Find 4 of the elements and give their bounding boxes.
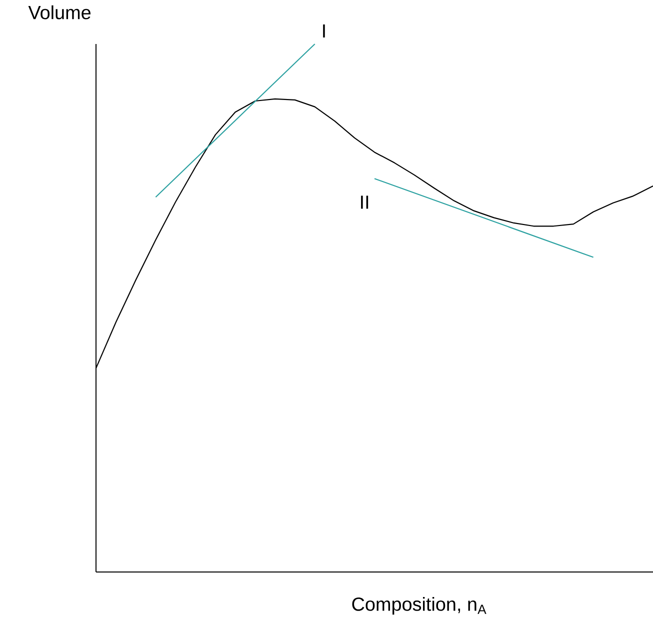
series-label: II — [361, 196, 368, 209]
x-axis-title: Composition, n$_{A}$ — [352, 596, 486, 615]
series-label: I — [323, 24, 325, 38]
y-axis-title: Volume — [28, 5, 91, 20]
